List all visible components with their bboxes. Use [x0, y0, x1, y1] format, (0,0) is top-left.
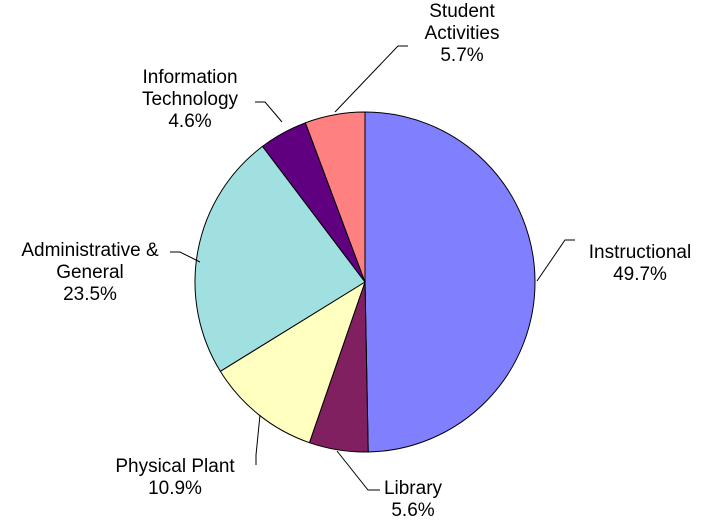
slice-label: Student Activities 5.7%	[412, 1, 512, 67]
slice-label: Information Technology 4.6%	[130, 67, 250, 133]
slice-label: Physical Plant 10.9%	[100, 456, 250, 500]
category-label: Instructional	[588, 242, 692, 263]
value-label: 10.9%	[148, 478, 202, 499]
value-label: 23.5%	[63, 284, 117, 305]
category-label: Student Activities	[424, 1, 500, 44]
value-label: 49.7%	[613, 264, 667, 285]
pie-slice	[194, 145, 366, 372]
value-label: 5.7%	[440, 45, 484, 66]
slice-label: Library 5.6%	[373, 478, 453, 522]
leader-line	[336, 450, 380, 491]
value-label: 5.6%	[391, 500, 435, 521]
leader-line	[334, 45, 408, 113]
category-label: Library	[383, 478, 443, 499]
leader-line	[170, 251, 201, 263]
slice-label: Administrative & General 23.5%	[20, 240, 160, 306]
leader-line	[536, 239, 575, 282]
leader-line	[255, 414, 261, 465]
leader-line	[255, 101, 283, 123]
slice-label: Instructional 49.7%	[570, 242, 709, 286]
pie-slice	[304, 111, 366, 283]
value-label: 4.6%	[168, 111, 212, 132]
pie-slice	[364, 111, 536, 453]
category-label: Administrative & General	[21, 240, 159, 283]
category-label: Physical Plant	[115, 456, 235, 477]
category-label: Information Technology	[141, 67, 239, 110]
pie-slice	[219, 280, 366, 444]
